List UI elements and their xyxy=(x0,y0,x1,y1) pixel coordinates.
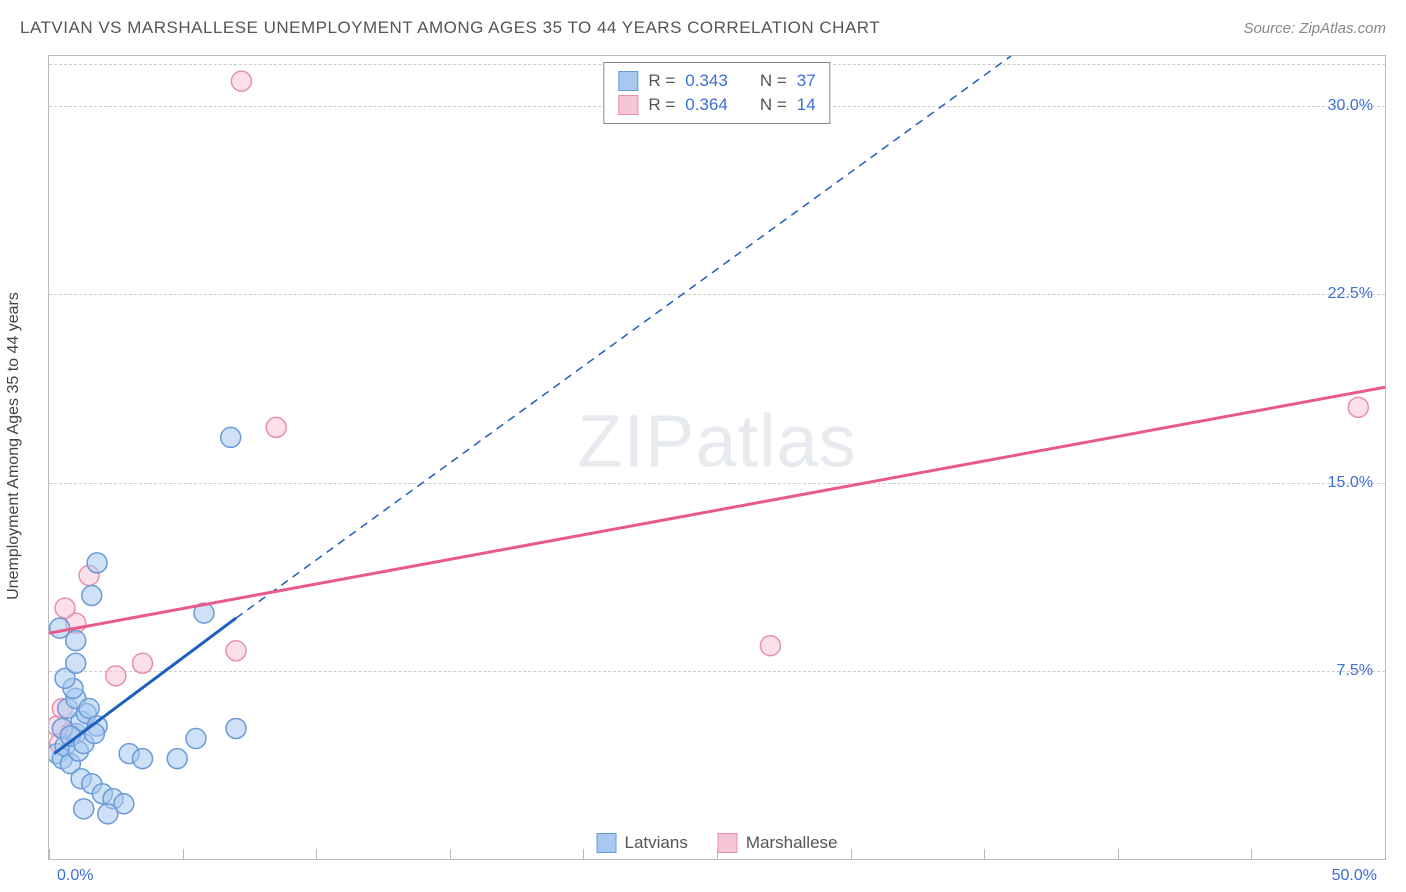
swatch-marshallese-icon xyxy=(718,833,738,853)
n-value: 14 xyxy=(797,95,816,115)
r-label: R = xyxy=(648,71,675,91)
scatter-plot xyxy=(49,56,1385,859)
legend-label: Marshallese xyxy=(746,833,838,853)
chart-title: LATVIAN VS MARSHALLESE UNEMPLOYMENT AMON… xyxy=(20,18,880,38)
x-axis-max-label: 50.0% xyxy=(1332,867,1377,885)
legend-label: Latvians xyxy=(625,833,688,853)
legend-row-latvians: R = 0.343 N = 37 xyxy=(618,69,815,93)
correlation-legend: R = 0.343 N = 37 R = 0.364 N = 14 xyxy=(603,62,830,124)
n-label: N = xyxy=(760,71,787,91)
r-value: 0.364 xyxy=(685,95,728,115)
swatch-marshallese-icon xyxy=(618,95,638,115)
y-axis-title: Unemployment Among Ages 35 to 44 years xyxy=(5,292,23,600)
legend-item-latvians: Latvians xyxy=(597,833,688,853)
legend-item-marshallese: Marshallese xyxy=(718,833,838,853)
x-axis-min-label: 0.0% xyxy=(57,867,93,885)
source-label: Source: ZipAtlas.com xyxy=(1243,20,1386,37)
n-label: N = xyxy=(760,95,787,115)
r-label: R = xyxy=(648,95,675,115)
n-value: 37 xyxy=(797,71,816,91)
series-legend: Latvians Marshallese xyxy=(597,833,838,853)
legend-row-marshallese: R = 0.364 N = 14 xyxy=(618,93,815,117)
swatch-latvians-icon xyxy=(618,71,638,91)
chart-plot-area: ZIPatlas R = 0.343 N = 37 R = 0.364 N = … xyxy=(48,55,1386,860)
r-value: 0.343 xyxy=(685,71,728,91)
swatch-latvians-icon xyxy=(597,833,617,853)
